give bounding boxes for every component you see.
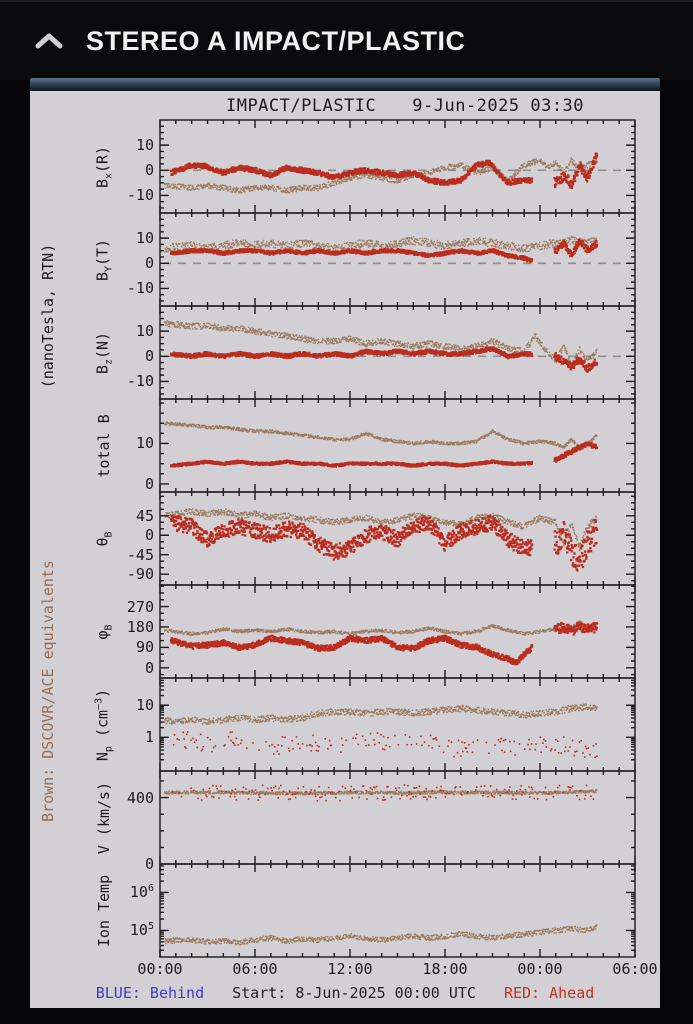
- y-tick-label: 0: [144, 474, 154, 493]
- plot-title-instrument: IMPACT/PLASTIC: [225, 96, 377, 116]
- y-tick-label: 270: [126, 597, 154, 616]
- y-tick-label: 0: [144, 347, 154, 366]
- y-tick-label: 90: [135, 638, 154, 657]
- y-tick-label: 0: [144, 254, 154, 273]
- y-tick-label: -10: [126, 279, 154, 298]
- start-time-label: Start: 8-Jun-2025 00:00 UTC: [232, 984, 476, 1002]
- x-tick-label: 06:00: [612, 960, 658, 978]
- y-tick-label: 1: [144, 728, 154, 747]
- collapsible-section-header[interactable]: STEREO A IMPACT/PLASTIC: [0, 0, 693, 80]
- x-tick-label: 12:00: [327, 960, 373, 978]
- plot-title: IMPACT/PLASTIC 9-Jun-2025 03:30: [160, 96, 650, 116]
- chevron-up-icon[interactable]: [32, 24, 66, 58]
- plot-footer: BLUE: Behind Start: 8-Jun-2025 00:00 UTC…: [30, 984, 660, 1002]
- y-tick-label: 10: [135, 136, 154, 155]
- section-title: STEREO A IMPACT/PLASTIC: [86, 25, 466, 56]
- toolbar-edge-strip: [30, 78, 660, 91]
- plot-title-datetime: 9-Jun-2025 03:30: [412, 96, 585, 116]
- y-tick-label: 45: [135, 506, 154, 525]
- y-tick-label: 10: [135, 322, 154, 341]
- y-tick-label: 106: [129, 883, 154, 902]
- legend-red-ahead: RED: Ahead: [503, 984, 595, 1002]
- x-tick-label: 06:00: [232, 960, 278, 978]
- y-tick-label: 0: [144, 855, 154, 873]
- y-tick-label: -90: [126, 565, 154, 584]
- y-tick-label: 400: [126, 788, 154, 807]
- x-tick-label: 00:00: [517, 960, 563, 978]
- y-tick-label: 10: [135, 229, 154, 248]
- plot-canvas: [30, 91, 660, 1008]
- y-tick-label: 0: [144, 526, 154, 545]
- y-tick-label: 10: [135, 696, 154, 715]
- y-tick-label: 10: [135, 434, 154, 453]
- x-tick-label: 00:00: [137, 960, 183, 978]
- y-tick-label: 0: [144, 658, 154, 677]
- y-tick-label: -10: [126, 186, 154, 205]
- y-tick-label: 0: [144, 161, 154, 180]
- legend-blue-behind: BLUE: Behind: [95, 984, 205, 1002]
- stereo-plot-image: IMPACT/PLASTIC 9-Jun-2025 03:30 (nanoTes…: [30, 91, 660, 1008]
- y-tick-label: -10: [126, 372, 154, 391]
- y-tick-label: 105: [129, 921, 154, 940]
- y-tick-label: 180: [126, 617, 154, 636]
- x-tick-label: 18:00: [422, 960, 468, 978]
- y-tick-label: -45: [126, 545, 154, 564]
